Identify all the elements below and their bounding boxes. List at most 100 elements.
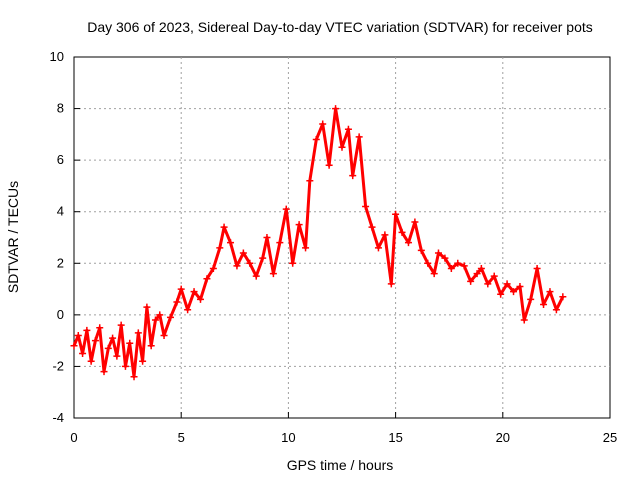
data-point <box>143 303 151 311</box>
data-point <box>289 259 297 267</box>
data-point <box>79 350 87 358</box>
data-point <box>355 133 363 141</box>
data-point <box>203 275 211 283</box>
x-axis-label: GPS time / hours <box>287 457 394 473</box>
data-point <box>190 288 198 296</box>
data-point <box>173 298 181 306</box>
data-point <box>147 342 155 350</box>
data-point <box>477 264 485 272</box>
y-tick-label: 4 <box>57 204 64 219</box>
data-point <box>325 161 333 169</box>
x-tick-label: 20 <box>496 430 510 445</box>
data-point <box>306 177 314 185</box>
data-point <box>540 301 548 309</box>
x-tick-label: 25 <box>603 430 617 445</box>
data-point <box>417 246 425 254</box>
data-point <box>368 223 376 231</box>
data-point <box>349 172 357 180</box>
data-point <box>83 326 91 334</box>
data-point <box>166 313 174 321</box>
data-point <box>510 288 518 296</box>
y-tick-label: 8 <box>57 101 64 116</box>
data-point <box>338 143 346 151</box>
y-axis-label: SDTVAR / TECUs <box>5 181 21 293</box>
data-point <box>332 105 340 113</box>
data-point <box>70 342 78 350</box>
data-point <box>104 344 112 352</box>
data-point <box>473 270 481 278</box>
data-point <box>126 339 134 347</box>
data-point <box>374 244 382 252</box>
data-point <box>100 368 108 376</box>
data-point <box>381 231 389 239</box>
data-point <box>246 259 254 267</box>
data-point <box>516 282 524 290</box>
data-point <box>424 259 432 267</box>
data-point <box>259 254 267 262</box>
data-point <box>160 331 168 339</box>
data-point <box>263 234 271 241</box>
y-axis-ticks: -4 -2 0 2 4 6 8 10 <box>50 49 80 425</box>
series-trace <box>72 107 565 379</box>
data-point <box>156 311 164 319</box>
data-point <box>467 277 475 285</box>
data-point <box>216 244 224 252</box>
data-point <box>209 264 217 272</box>
data-point <box>503 280 511 288</box>
data-point <box>239 249 247 257</box>
data-point <box>252 272 260 280</box>
data-point <box>312 136 320 144</box>
y-tick-label: 6 <box>57 152 64 167</box>
data-point <box>74 331 82 339</box>
data-point <box>220 223 228 231</box>
data-point <box>497 290 505 298</box>
y-tick-label: 10 <box>50 49 64 64</box>
data-point <box>460 262 468 270</box>
data-point <box>91 337 99 345</box>
data-point <box>520 316 528 324</box>
data-point <box>484 280 492 288</box>
x-tick-label: 10 <box>281 430 295 445</box>
data-point <box>109 334 117 342</box>
data-point <box>96 324 104 332</box>
data-point <box>434 249 442 257</box>
y-tick-label: -4 <box>52 410 64 425</box>
data-point <box>177 285 185 293</box>
data-point <box>404 239 412 247</box>
data-point <box>233 262 241 270</box>
data-point <box>113 352 121 360</box>
plot-frame <box>73 56 611 419</box>
data-point <box>227 239 235 247</box>
data-points <box>70 105 567 381</box>
data-point <box>447 264 455 272</box>
data-point <box>411 218 419 226</box>
data-point <box>121 362 129 370</box>
data-point <box>546 288 554 296</box>
data-point <box>441 254 449 262</box>
data-point <box>398 228 406 236</box>
data-point <box>454 259 462 267</box>
data-point <box>130 373 138 381</box>
data-point <box>276 239 284 247</box>
data-point <box>362 203 370 211</box>
data-point <box>430 270 438 278</box>
data-point <box>344 125 352 133</box>
y-tick-label: 2 <box>57 255 64 270</box>
x-axis-ticks: 0 5 10 15 20 25 <box>70 412 617 445</box>
data-point <box>282 205 290 213</box>
data-point <box>184 306 192 314</box>
data-point <box>490 272 498 280</box>
data-point <box>527 295 535 303</box>
y-tick-label: -2 <box>52 358 64 373</box>
data-point <box>559 293 567 301</box>
data-point <box>139 357 147 365</box>
x-tick-label: 15 <box>388 430 402 445</box>
data-point <box>392 210 400 218</box>
data-point <box>196 295 204 303</box>
data-point <box>295 221 303 229</box>
data-point <box>134 329 142 337</box>
y-tick-label: 0 <box>57 307 64 322</box>
data-point <box>533 264 541 272</box>
data-point <box>117 321 125 329</box>
